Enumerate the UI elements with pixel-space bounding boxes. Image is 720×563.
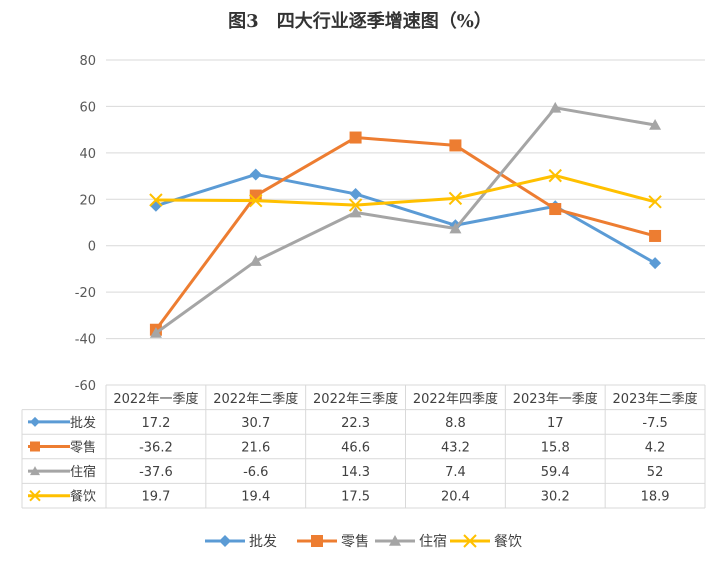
y-tick-label: -20 <box>75 286 96 301</box>
data-point <box>649 119 662 130</box>
legend-key-marker <box>30 466 40 476</box>
table-cell-value: 20.4 <box>441 490 470 505</box>
table-cell-value: 19.4 <box>241 490 270 505</box>
table-cell-value: 46.6 <box>341 441 370 456</box>
legend-label: 餐饮 <box>494 534 522 550</box>
legend-key-marker <box>30 416 40 427</box>
legend-label: 住宿 <box>419 533 447 550</box>
table-cell-value: 17 <box>547 416 564 431</box>
data-point <box>549 101 562 113</box>
x-category-label: 2023年二季度 <box>613 391 698 407</box>
y-tick-label: 60 <box>79 100 96 115</box>
table-cell-value: -6.6 <box>243 465 268 480</box>
data-table: 2022年一季度 2022年二季度 2022年三季度 2022年四季度 2023年一季度… <box>21 384 706 509</box>
data-point <box>249 168 262 181</box>
chart-title: 图3 四大行业逐季增速图（%） <box>228 10 492 32</box>
data-point <box>548 168 562 183</box>
table-cell-value: 19.7 <box>141 490 170 505</box>
legend-item: 餐饮 <box>450 534 522 550</box>
data-point <box>149 327 162 338</box>
y-tick-label: 80 <box>79 54 96 69</box>
legend-marker <box>389 535 401 546</box>
legend-key-marker <box>30 441 40 452</box>
legend-marker <box>219 535 231 547</box>
legend-marker <box>311 535 323 547</box>
table-cell-value: 43.2 <box>441 441 470 456</box>
table-series-name: 批发 <box>70 415 96 431</box>
data-point <box>448 191 463 206</box>
table-series-name: 零售 <box>70 440 96 456</box>
y-tick-label: -40 <box>75 333 96 348</box>
x-category-label: 2022年一季度 <box>113 391 198 407</box>
legend-item: 住宿 <box>375 533 447 550</box>
table-series-name: 住宿 <box>70 464 96 480</box>
table-cell-value: 17.2 <box>141 416 170 431</box>
data-point <box>649 229 662 242</box>
legend: 批发 零售 住宿 餐饮 <box>205 533 522 550</box>
table-cell-value: 8.8 <box>445 416 466 431</box>
table-cell-value: -37.6 <box>139 465 173 480</box>
y-axis: 80 60 40 20 0 -20 -40 -60 <box>75 54 96 394</box>
y-tick-label: -60 <box>75 379 96 394</box>
table-series-name: 餐饮 <box>70 489 96 505</box>
series-line <box>154 136 657 332</box>
table-cell-value: 30.2 <box>541 490 570 505</box>
table-cell-value: 14.3 <box>341 465 370 480</box>
x-category-label: 2022年三季度 <box>313 391 398 407</box>
table-cell-value: 21.6 <box>241 441 270 456</box>
x-category-label: 2022年四季度 <box>413 391 498 407</box>
data-point <box>449 222 462 234</box>
legend-marker <box>463 534 477 548</box>
table-cell-value: 7.4 <box>445 465 466 480</box>
data-point <box>349 187 362 200</box>
table-cell-value: 22.3 <box>341 416 370 431</box>
legend-item: 零售 <box>297 534 369 550</box>
table-cell-value: 59.4 <box>541 465 570 480</box>
data-point <box>249 255 262 266</box>
series-line <box>154 172 657 265</box>
data-point <box>249 193 263 208</box>
table-cell-value: -36.2 <box>139 441 173 456</box>
data-point <box>649 257 662 270</box>
table-cell-value: 30.7 <box>241 416 270 431</box>
data-point <box>149 193 163 207</box>
plot-area <box>149 101 662 338</box>
y-tick-label: 20 <box>79 193 96 208</box>
legend-label: 批发 <box>249 534 277 550</box>
data-point <box>349 206 362 218</box>
data-point <box>149 199 162 212</box>
y-tick-label: 0 <box>88 240 96 255</box>
table-cell-value: 17.5 <box>341 490 370 505</box>
data-point <box>549 203 562 216</box>
table-cell-value: 4.2 <box>645 441 666 456</box>
data-point <box>349 131 362 144</box>
x-category-label: 2022年二季度 <box>213 391 298 407</box>
legend-item: 批发 <box>205 534 277 550</box>
data-point <box>348 198 363 212</box>
gridlines <box>106 59 705 386</box>
series-line <box>154 174 657 207</box>
y-tick-label: 40 <box>79 147 96 162</box>
legend-key-marker <box>29 489 41 502</box>
table-cell-value: 18.9 <box>641 490 670 505</box>
table-cell-value: 52 <box>647 465 664 480</box>
x-category-label: 2023年一季度 <box>513 391 598 407</box>
data-point <box>648 195 662 209</box>
table-cell-value: -7.5 <box>642 416 667 431</box>
table-cell-value: 15.8 <box>541 441 570 456</box>
legend-label: 零售 <box>341 534 369 550</box>
data-point <box>449 139 462 152</box>
series-line <box>154 106 657 335</box>
